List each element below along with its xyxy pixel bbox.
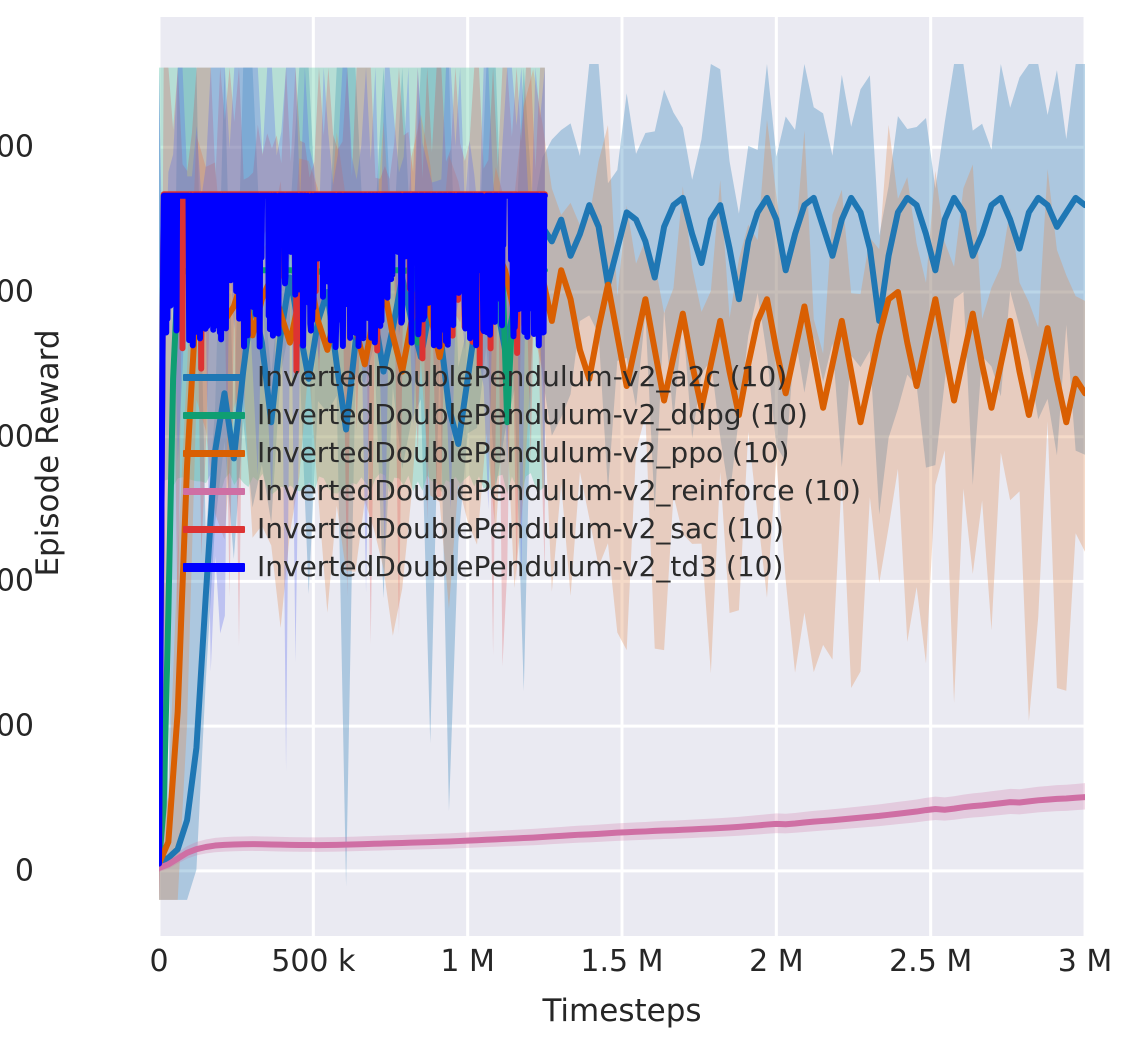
legend-color-swatch <box>183 449 245 457</box>
legend-item[interactable]: InvertedDoublePendulum-v2_ppo (10) <box>183 434 861 472</box>
legend-item-label: InvertedDoublePendulum-v2_a2c (10) <box>257 360 788 393</box>
legend-item-label: InvertedDoublePendulum-v2_reinforce (10) <box>257 474 861 507</box>
series-line <box>159 192 548 867</box>
legend-item-label: InvertedDoublePendulum-v2_td3 (10) <box>257 550 784 583</box>
legend-item-label: InvertedDoublePendulum-v2_ddpg (10) <box>257 398 808 431</box>
x-tick-label: 1.5 M <box>580 944 664 979</box>
confidence-band <box>159 783 1085 872</box>
x-tick-label: 0 <box>149 944 169 979</box>
x-tick-label: 2.5 M <box>889 944 973 979</box>
legend-color-swatch <box>183 373 245 381</box>
x-axis-label: Timesteps <box>542 993 702 1029</box>
x-tick-label: 2 M <box>749 944 804 979</box>
chart-canvas <box>159 17 1085 936</box>
y-tick-label: 2000 <box>0 708 34 744</box>
x-tick-label: 1 M <box>440 944 495 979</box>
y-tick-label: 4000 <box>0 563 34 599</box>
legend-color-swatch <box>183 562 245 572</box>
y-axis-label: Episode Reward <box>30 329 66 577</box>
x-tick-label: 3 M <box>1057 944 1113 979</box>
legend-item[interactable]: InvertedDoublePendulum-v2_sac (10) <box>183 510 861 548</box>
plot-area <box>159 17 1085 936</box>
chart-legend: InvertedDoublePendulum-v2_a2c (10) Invert… <box>183 358 861 586</box>
series-line <box>159 194 1085 866</box>
gridlines <box>159 17 1085 936</box>
legend-item-label: InvertedDoublePendulum-v2_sac (10) <box>257 512 784 545</box>
legend-item[interactable]: InvertedDoublePendulum-v2_a2c (10) <box>183 358 861 396</box>
x-tick-label: 500 k <box>271 944 356 979</box>
y-tick-label: 10000 <box>0 129 34 165</box>
legend-color-swatch <box>183 411 245 419</box>
y-tick-label: 8000 <box>0 274 34 310</box>
legend-color-swatch <box>183 487 245 495</box>
legend-color-swatch <box>183 525 245 533</box>
legend-item[interactable]: InvertedDoublePendulum-v2_td3 (10) <box>183 548 861 586</box>
legend-item[interactable]: InvertedDoublePendulum-v2_ddpg (10) <box>183 396 861 434</box>
y-tick-label: 0 <box>14 853 34 889</box>
series-line <box>159 794 1085 871</box>
y-tick-label: 6000 <box>0 419 34 455</box>
legend-item-label: InvertedDoublePendulum-v2_ppo (10) <box>257 436 790 469</box>
legend-item[interactable]: InvertedDoublePendulum-v2_reinforce (10) <box>183 472 861 510</box>
